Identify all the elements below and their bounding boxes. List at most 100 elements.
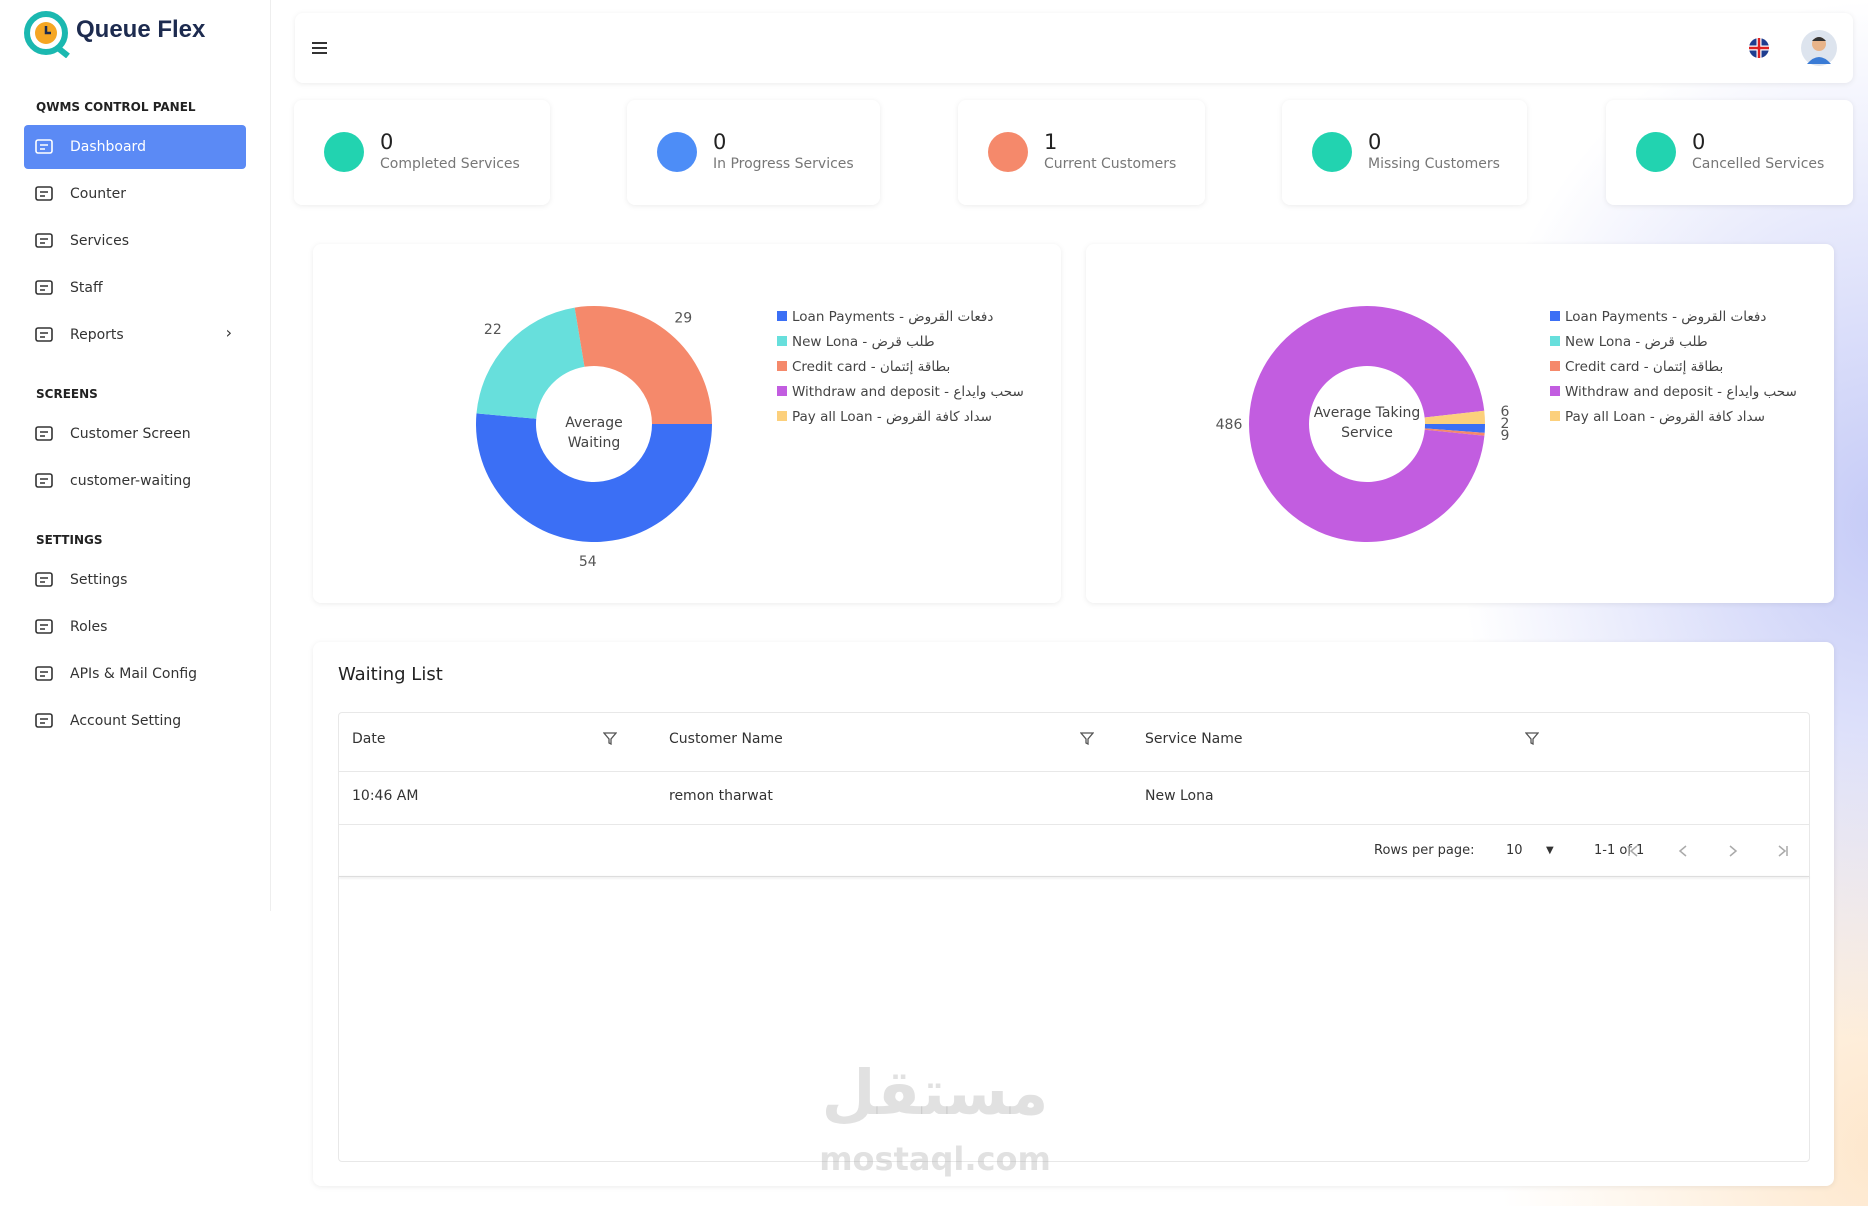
icon-shape [1729,845,1738,857]
legend-item[interactable]: Credit card - بطاقة إئتمان [777,355,1024,380]
legend-item[interactable]: Loan Payments - دفعات القروض [1550,305,1797,330]
donut-slice [1424,410,1485,424]
legend-swatch [777,361,787,371]
chevron: › [225,323,232,342]
icon-shape [35,139,53,154]
legend: Loan Payments - دفعات القروض New Lona - ط… [777,305,1024,430]
slice-label: 29 [674,311,692,327]
legend-swatch [777,386,787,396]
donut-center-label: Average Waiting [565,415,623,451]
legend-label: New Lona - طلب قرض [792,334,935,350]
menu-button[interactable] [311,39,329,57]
icon-shape [40,191,48,197]
pagination-button[interactable] [1675,843,1691,863]
pagination-icon [1628,845,1638,857]
legend-item[interactable]: Pay all Loan - سداد كافة القروض [1550,405,1797,430]
nav-item[interactable]: Services [24,219,246,263]
nav-item[interactable]: customer-waiting [24,459,246,503]
pagination-icon [1729,845,1738,857]
legend-item[interactable]: Withdraw and deposit - سحب وايداع [1550,380,1797,405]
filter-button[interactable] [1524,730,1540,749]
pagination-button[interactable] [1775,843,1791,863]
stat-value: 0 [713,130,727,154]
nav-item[interactable]: Counter [24,172,246,216]
stat-card: 0 Missing Customers [1282,100,1527,205]
stat-label: Current Customers [1044,156,1177,172]
brand-name: Queue Flex [76,16,206,43]
slice-label: 486 [1216,417,1243,433]
nav-item[interactable]: Account Setting [24,699,246,743]
legend-label: New Lona - طلب قرض [1565,334,1708,350]
legend-swatch [1550,311,1560,321]
legend-item[interactable]: Loan Payments - دفعات القروض [777,305,1024,330]
logo [24,11,70,58]
rows-per-page-select[interactable]: 10 ▼ [1506,843,1576,858]
icon-shape [35,713,53,728]
rows-per-page-label: Rows per page: [1374,843,1475,858]
donut-slice [1424,424,1485,433]
slice-label: 2 [1501,416,1510,432]
donut-slice [1424,428,1485,436]
stat-value: 1 [1044,130,1058,154]
filter-button[interactable] [1079,730,1095,749]
nav-item[interactable]: Customer Screen [24,412,246,456]
legend-item[interactable]: Pay all Loan - سداد كافة القروض [777,405,1024,430]
waiting-list-card: Waiting List Date Customer Name Service Na… [313,642,1834,1186]
nav-item[interactable]: Dashboard [24,125,246,169]
nav-icon [35,426,53,441]
icon-shape [35,473,53,488]
legend-swatch [1550,361,1560,371]
icon-shape [35,619,53,634]
stat-card: 1 Current Customers [958,100,1205,205]
sidebar: Queue Flex QWMS CONTROL PANEL Dashboard Co… [0,0,271,911]
donut-slice [476,413,712,542]
nav-item[interactable]: Reports › [24,313,246,357]
nav-icon [35,713,53,728]
stat-value: 0 [380,130,394,154]
legend-item[interactable]: New Lona - طلب قرض [777,330,1024,355]
icon-shape [40,285,48,291]
slice-label: 9 [1501,428,1510,444]
nav-item[interactable]: Roles [24,605,246,649]
language-flag[interactable] [1749,38,1769,58]
icon-shape [40,332,48,338]
icon-shape [35,572,53,587]
row-divider [339,771,1809,772]
stat-card: 0 Cancelled Services [1606,100,1853,205]
legend-item[interactable]: Withdraw and deposit - سحب وايداع [777,380,1024,405]
column-header: Service Name [1145,731,1243,747]
donut-slice [574,306,712,424]
icon-shape [1524,732,1540,746]
nav-icon [35,327,53,342]
filter-icon [1524,732,1540,746]
icon-shape [40,671,48,677]
nav-item[interactable]: Settings [24,558,246,602]
nav-icon [35,280,53,295]
icon-shape [40,144,48,150]
chart-card: 6 2 486 9 Average Taking Service Loan Payment… [1086,244,1834,603]
legend-label: Credit card - بطاقة إئتمان [1565,359,1724,375]
legend-item[interactable]: New Lona - طلب قرض [1550,330,1797,355]
legend-label: Pay all Loan - سداد كافة القروض [792,409,992,425]
slice-label: 54 [579,554,597,570]
avatar[interactable] [1801,30,1837,66]
nav-label: Staff [70,280,103,296]
nav-label: Roles [70,619,108,635]
icon-shape [602,732,618,746]
nav-item[interactable]: Staff [24,266,246,310]
watermark: مستقل [821,1056,1049,1129]
table-title: Waiting List [338,664,443,685]
slice-label: 6 [1501,404,1510,420]
icon-shape [35,666,53,681]
nav-label: Settings [70,572,128,588]
filter-button[interactable] [602,730,618,749]
legend-item[interactable]: Credit card - بطاقة إئتمان [1550,355,1797,380]
section-title: SETTINGS [36,533,103,547]
top-bar [295,13,1853,83]
pagination-button[interactable] [1725,843,1741,863]
icon-shape [35,233,53,248]
nav-item[interactable]: APIs & Mail Config [24,652,246,696]
nav-label: Counter [70,186,126,202]
pagination-button[interactable] [1625,843,1641,863]
nav-label: Reports [70,327,124,343]
